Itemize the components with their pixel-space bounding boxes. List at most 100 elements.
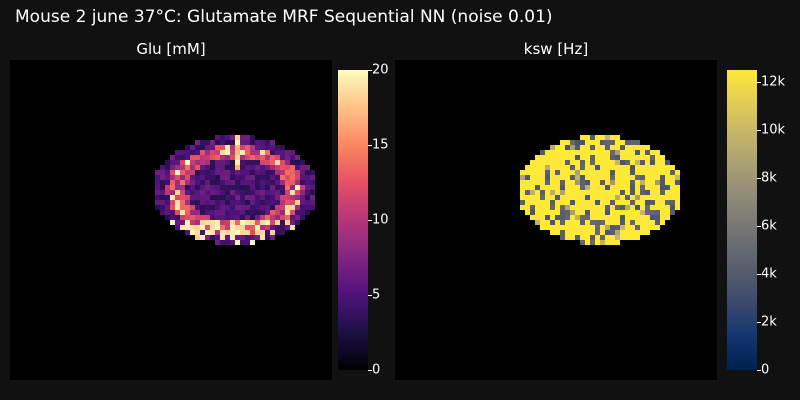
ksw-pixel <box>600 135 605 140</box>
glu-pixel <box>250 135 255 140</box>
glu-pixel <box>240 165 245 170</box>
ksw-pixel <box>620 145 625 150</box>
ksw-pixel <box>575 235 580 240</box>
glu-pixel <box>245 230 250 235</box>
ksw-pixel <box>545 200 550 205</box>
glu-pixel <box>155 195 160 200</box>
glu-pixel <box>215 180 220 185</box>
ksw-pixel <box>545 165 550 170</box>
glu-pixel <box>220 205 225 210</box>
ksw-pixel <box>585 160 590 165</box>
ksw-pixel <box>575 200 580 205</box>
ksw-heatmap[interactable] <box>395 60 717 380</box>
glu-pixel <box>190 205 195 210</box>
ksw-pixel <box>605 155 610 160</box>
glu-pixel <box>185 155 190 160</box>
glu-pixel <box>275 145 280 150</box>
ksw-pixel <box>620 235 625 240</box>
ksw-pixel <box>550 170 555 175</box>
ksw-pixel <box>580 195 585 200</box>
ksw-pixel <box>610 180 615 185</box>
glu-pixel <box>250 225 255 230</box>
glu-pixel <box>240 225 245 230</box>
ksw-heatmap-panel[interactable] <box>395 60 717 380</box>
glu-pixel <box>235 175 240 180</box>
ksw-pixel <box>610 170 615 175</box>
glu-pixel <box>240 160 245 165</box>
ksw-pixel <box>640 195 645 200</box>
glu-pixel <box>250 200 255 205</box>
glu-pixel <box>260 205 265 210</box>
glu-pixel <box>170 205 175 210</box>
colorbar-tick-label: 15 <box>372 137 389 153</box>
glu-panel-title: Glu [mM] <box>136 40 206 58</box>
glu-pixel <box>235 230 240 235</box>
ksw-pixel <box>640 200 645 205</box>
ksw-pixel <box>615 155 620 160</box>
glu-pixel <box>215 160 220 165</box>
glu-pixel <box>190 170 195 175</box>
glu-pixel <box>190 190 195 195</box>
ksw-pixel <box>605 195 610 200</box>
ksw-pixel <box>605 145 610 150</box>
ksw-pixel <box>610 235 615 240</box>
glu-pixel <box>185 195 190 200</box>
glu-pixel <box>235 165 240 170</box>
ksw-pixel <box>610 240 615 245</box>
ksw-pixel <box>630 190 635 195</box>
glu-pixel <box>180 155 185 160</box>
glu-pixel <box>210 235 215 240</box>
ksw-pixel <box>570 205 575 210</box>
glu-pixel <box>270 215 275 220</box>
ksw-pixel <box>575 215 580 220</box>
ksw-pixel <box>610 150 615 155</box>
glu-pixel <box>225 180 230 185</box>
glu-pixel <box>215 240 220 245</box>
glu-pixel <box>305 165 310 170</box>
ksw-pixel <box>590 200 595 205</box>
ksw-pixel <box>555 200 560 205</box>
ksw-pixel <box>590 140 595 145</box>
glu-pixel <box>200 155 205 160</box>
ksw-pixel <box>615 240 620 245</box>
ksw-pixel <box>625 230 630 235</box>
ksw-pixel <box>640 230 645 235</box>
glu-pixel <box>255 150 260 155</box>
ksw-pixel <box>650 220 655 225</box>
glu-heatmap[interactable] <box>10 60 332 380</box>
ksw-pixel <box>625 215 630 220</box>
ksw-pixel <box>565 235 570 240</box>
glu-pixel <box>265 170 270 175</box>
ksw-pixel <box>585 195 590 200</box>
glu-pixel <box>260 220 265 225</box>
ksw-pixel <box>565 220 570 225</box>
ksw-pixel <box>545 190 550 195</box>
ksw-pixel <box>650 175 655 180</box>
glu-heatmap-panel[interactable] <box>10 60 332 380</box>
glu-pixel <box>245 215 250 220</box>
ksw-pixel <box>535 205 540 210</box>
glu-pixel <box>250 155 255 160</box>
glu-pixel <box>185 210 190 215</box>
ksw-pixel <box>645 220 650 225</box>
colorbar-tick-mark <box>757 274 761 275</box>
glu-pixel <box>220 170 225 175</box>
glu-pixel <box>180 175 185 180</box>
colorbar-tick-label: 5 <box>372 287 381 303</box>
ksw-pixel <box>540 175 545 180</box>
ksw-pixel <box>645 185 650 190</box>
ksw-pixel <box>645 215 650 220</box>
glu-pixel <box>270 155 275 160</box>
glu-pixel <box>235 185 240 190</box>
ksw-pixel <box>555 220 560 225</box>
ksw-pixel <box>575 175 580 180</box>
ksw-pixel <box>605 180 610 185</box>
ksw-pixel <box>585 240 590 245</box>
glu-pixel <box>210 190 215 195</box>
glu-pixel <box>300 215 305 220</box>
ksw-pixel <box>600 145 605 150</box>
glu-pixel <box>195 170 200 175</box>
ksw-pixel <box>670 205 675 210</box>
ksw-pixel <box>600 235 605 240</box>
ksw-pixel <box>570 190 575 195</box>
